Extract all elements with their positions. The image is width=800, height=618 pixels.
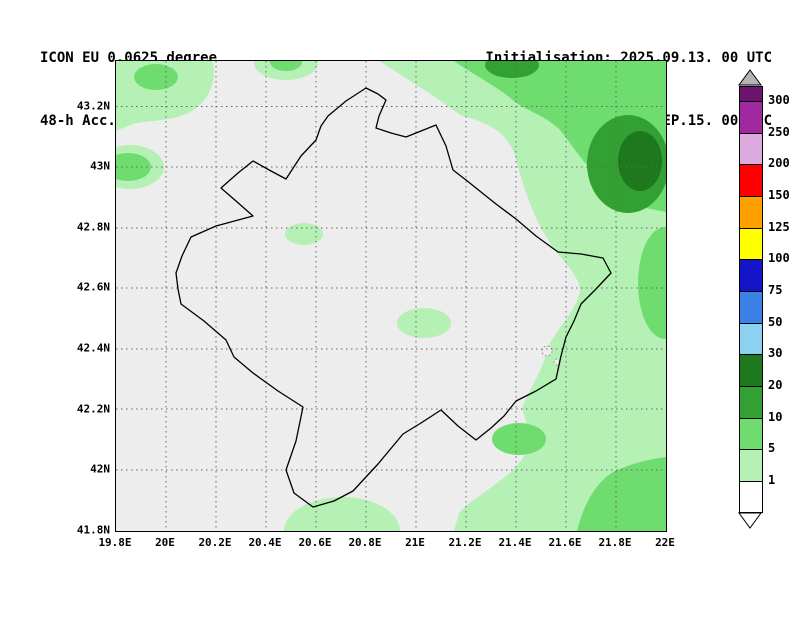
x-tick-label: 21E [405, 536, 425, 549]
precip-blob [577, 457, 666, 531]
precip-blob [638, 227, 666, 339]
colorbar-segment [740, 323, 762, 354]
y-tick-label: 43.2N [76, 99, 110, 113]
colorbar-segment [740, 354, 762, 386]
x-tick-label: 20E [155, 536, 175, 549]
y-tick-label: 42.4N [76, 341, 110, 355]
colorbar-tick-label: 75 [768, 283, 783, 297]
colorbar-tick-label: 30 [768, 346, 783, 360]
colorbar-tick-label: 100 [768, 251, 790, 265]
y-tick-label: 42.8N [76, 220, 110, 234]
precip-layer-20-30 [618, 131, 662, 191]
colorbar-tick-label: 10 [768, 410, 783, 424]
colorbar-segment [740, 291, 762, 323]
colorbar-tick-label: 20 [768, 378, 783, 392]
colorbar-tick-label: 250 [768, 125, 790, 139]
x-tick-label: 20.8E [348, 536, 382, 549]
colorbar-segment [740, 196, 762, 228]
y-tick-label: 42.6N [76, 280, 110, 294]
y-tick-label: 41.8N [76, 523, 110, 537]
colorbar-segment [740, 418, 762, 449]
colorbar-segment [740, 164, 762, 196]
precip-blob [284, 497, 400, 531]
precip-blob [397, 308, 451, 338]
colorbar-segment [740, 87, 762, 101]
y-tick-label: 43N [90, 159, 110, 173]
precip-blob [285, 223, 323, 245]
colorbar-tick-label: 125 [768, 220, 790, 234]
colorbar-top-arrow [738, 69, 762, 86]
colorbar-segment [740, 386, 762, 418]
colorbar [739, 86, 763, 513]
x-tick-label: 19.8E [98, 536, 132, 549]
colorbar-tick-label: 1 [768, 473, 776, 487]
colorbar-tick-label: 200 [768, 156, 790, 170]
x-tick-label: 22E [655, 536, 675, 549]
precip-blob [618, 131, 662, 191]
colorbar-tick-label: 150 [768, 188, 790, 202]
colorbar-segment [740, 481, 762, 512]
colorbar-segment [740, 259, 762, 291]
precipitation-map-svg [116, 61, 666, 531]
x-tick-label: 21.6E [548, 536, 582, 549]
colorbar-tick-label: 50 [768, 315, 783, 329]
precip-blob [134, 64, 178, 90]
y-tick-label: 42N [90, 462, 110, 476]
dry-spot [541, 345, 553, 357]
x-tick-label: 20.6E [298, 536, 332, 549]
graticule [116, 61, 666, 531]
precip-blob [270, 61, 302, 71]
precip-blob [485, 61, 539, 78]
x-tick-label: 20.2E [198, 536, 232, 549]
colorbar-bottom-arrow [738, 512, 762, 529]
colorbar-tick-label: 5 [768, 441, 776, 455]
colorbar-segment [740, 133, 762, 164]
precip-blob [116, 153, 151, 181]
precip-blob [492, 423, 546, 455]
x-tick-label: 21.4E [498, 536, 532, 549]
map-plot [115, 60, 667, 532]
colorbar-tick-label: 300 [768, 93, 790, 107]
kosovo-border-outline [175, 87, 612, 508]
x-tick-label: 21.2E [448, 536, 482, 549]
colorbar-segment [740, 101, 762, 133]
colorbar-segment [740, 449, 762, 481]
y-tick-label: 42.2N [76, 402, 110, 416]
colorbar-segment [740, 228, 762, 259]
x-tick-label: 20.4E [248, 536, 282, 549]
x-tick-label: 21.8E [598, 536, 632, 549]
